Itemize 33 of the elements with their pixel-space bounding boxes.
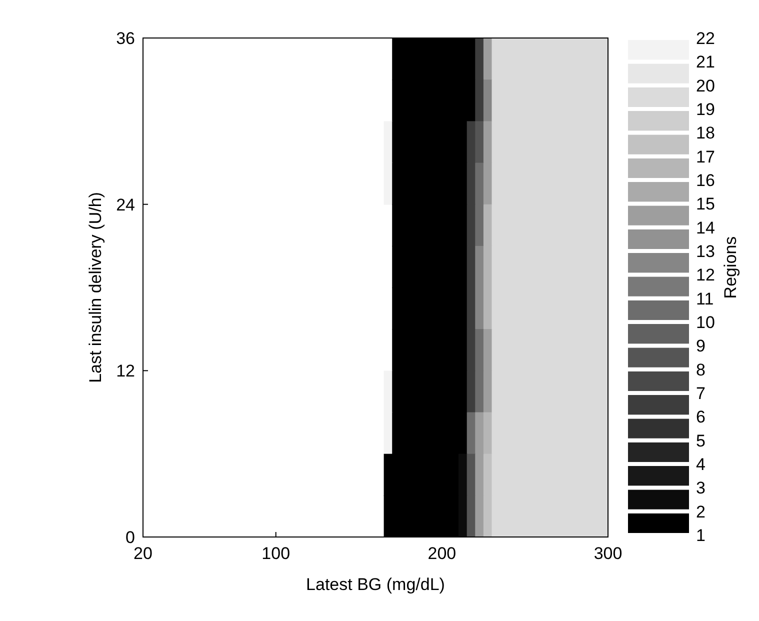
y-tick-label: 12 (116, 362, 135, 381)
color-bar-label: 9 (696, 336, 706, 356)
color-bar-label: 1 (696, 526, 706, 545)
x-tick-label: 200 (428, 544, 456, 563)
color-bar-label: 3 (696, 478, 706, 498)
y-tick-label: 36 (116, 29, 135, 48)
color-bar-label: 12 (696, 266, 715, 285)
y-tick-label: 0 (126, 528, 135, 547)
color-bar-label: 17 (696, 147, 715, 166)
color-bar-label: 14 (696, 218, 715, 238)
color-bar-label: 10 (696, 313, 715, 332)
color-bar-label: 19 (696, 100, 715, 119)
x-tick-label: 100 (262, 544, 290, 563)
color-bar-label: 2 (696, 502, 706, 522)
color-bar-label: 7 (696, 384, 706, 403)
color-bar-label: 13 (696, 242, 715, 261)
color-bar-label: 8 (696, 360, 706, 380)
color-bar-label: 11 (696, 289, 714, 308)
color-bar-label: 16 (696, 171, 715, 190)
color-bar-label: 15 (696, 194, 715, 214)
color-bar-label: 21 (696, 52, 715, 72)
color-bar-label: 5 (696, 431, 706, 450)
y-axis-title: Last insulin delivery (U/h) (86, 192, 105, 383)
color-bar-title: Regions (721, 236, 740, 299)
x-tick-label: 20 (134, 544, 152, 563)
x-axis-title: Latest BG (mg/dL) (306, 575, 445, 594)
color-bar-label: 18 (696, 124, 715, 143)
color-bar-label: 4 (696, 455, 706, 474)
color-bar-label: 22 (696, 29, 715, 48)
color-bar-label: 20 (696, 76, 715, 96)
color-bar-label: 6 (696, 408, 706, 427)
x-tick-label: 300 (594, 544, 622, 563)
y-tick-label: 24 (116, 195, 135, 214)
